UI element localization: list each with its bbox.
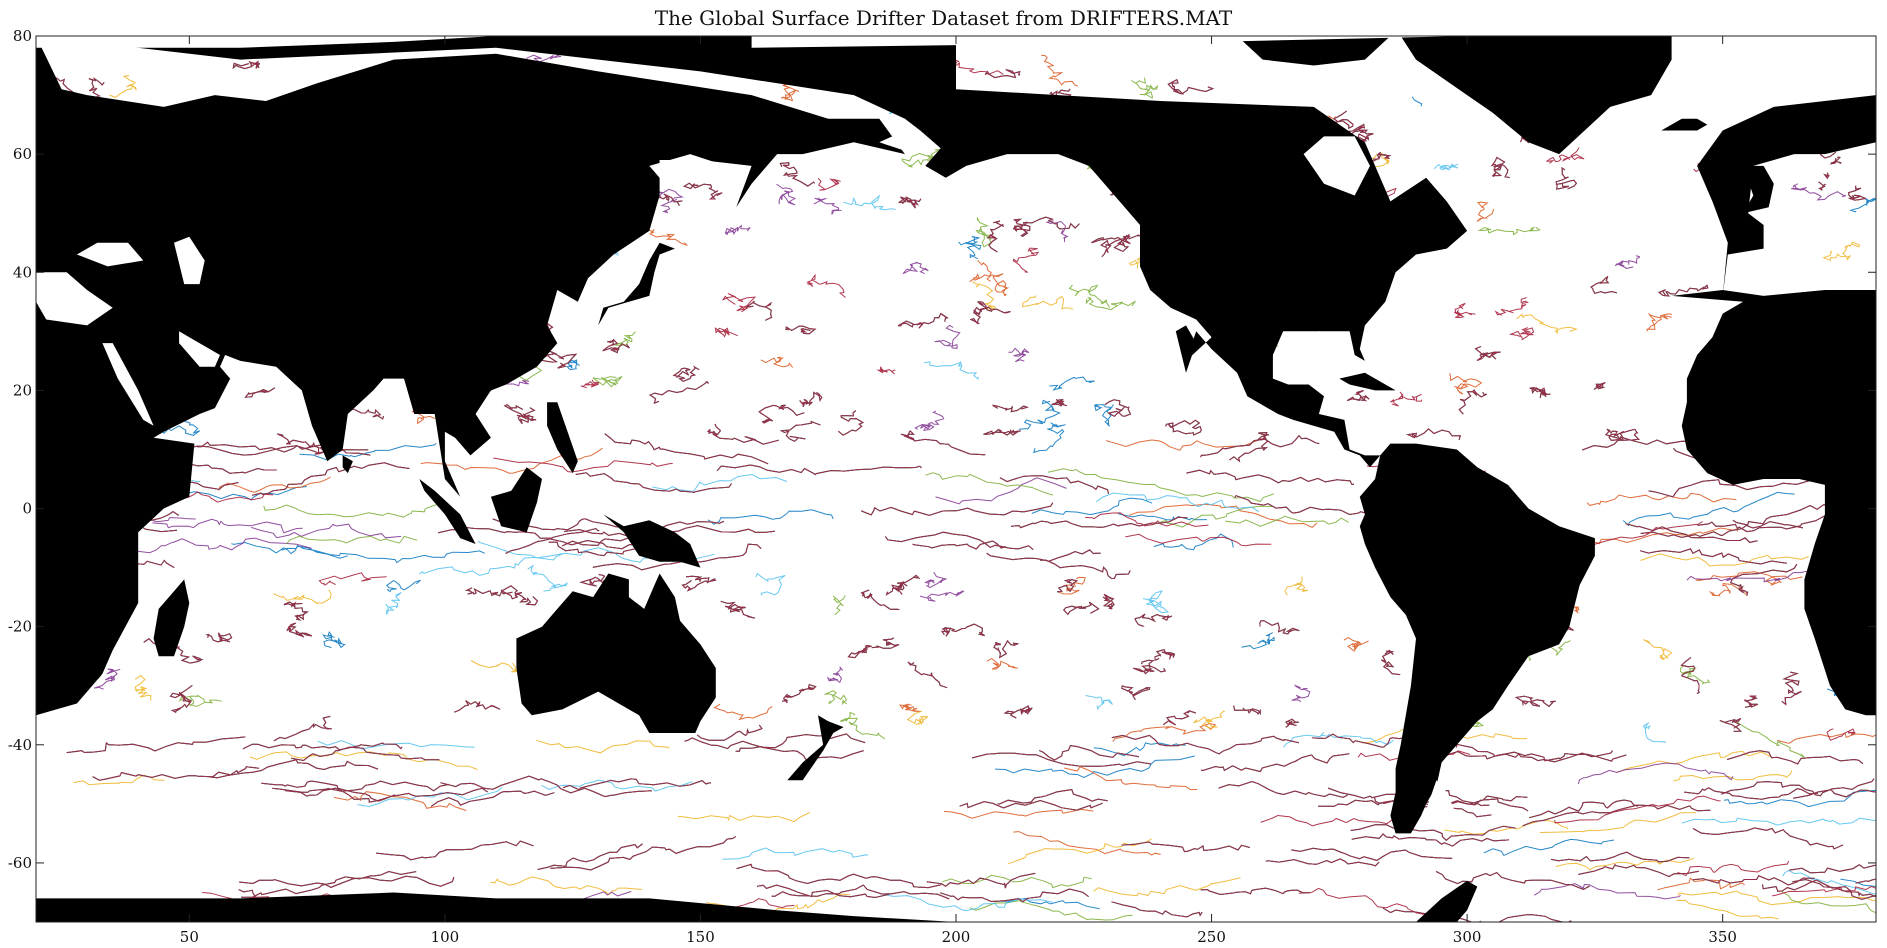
y-tick-label: 60: [13, 145, 32, 163]
x-tick-label: 100: [431, 928, 460, 946]
x-tick-label: 250: [1197, 928, 1226, 946]
y-tick-label: 20: [13, 381, 32, 399]
land-hudson-bay: [1303, 136, 1370, 196]
land-new-zealand: [787, 715, 844, 781]
land-caspian: [174, 236, 205, 285]
land-arctic-islands: [1237, 36, 1391, 66]
land-madagascar: [153, 579, 190, 657]
land-red-sea: [102, 343, 154, 426]
land-eurasia-africa-west: [36, 36, 905, 716]
land-black-sea: [76, 242, 144, 267]
chart-title: The Global Surface Drifter Dataset from …: [654, 6, 1233, 30]
land-arctic-ice-west: [36, 36, 496, 48]
land-iceland: [1661, 118, 1708, 131]
y-tick-label: -20: [8, 618, 32, 636]
land-europe: [1697, 95, 1876, 296]
land-masses: [36, 36, 1876, 922]
x-tick-label: 150: [686, 928, 715, 946]
y-tick-label: 40: [13, 263, 32, 281]
x-tick-label: 50: [180, 928, 199, 946]
land-arctic-ice: [751, 36, 1468, 48]
land-gulf-of-mexico: [1272, 331, 1350, 373]
land-mediterranean-east: [36, 272, 113, 326]
land-weddell-ice: [1365, 922, 1876, 934]
land-hudson-strait: [1380, 142, 1427, 160]
land-british-isles: [1743, 165, 1774, 214]
x-axis: 50 100 150 200 250 300 350: [180, 36, 1737, 946]
land-philippines: [547, 402, 578, 474]
land-antarctic-peninsula: [1416, 880, 1478, 922]
land-persian-gulf: [179, 331, 220, 367]
land-asia-north-fill: [36, 36, 956, 119]
y-tick-label: -60: [8, 854, 32, 872]
x-tick-label: 350: [1708, 928, 1737, 946]
land-borneo: [490, 467, 542, 533]
land-sumatra: [419, 479, 476, 544]
land-baltic: [1824, 142, 1876, 190]
land-australia: [516, 573, 716, 733]
land-baja-california: [1175, 325, 1197, 373]
y-tick-label: 0: [22, 500, 32, 518]
land-africa: [1671, 290, 1876, 716]
land-japan: [598, 242, 675, 326]
x-tick-label: 300: [1453, 928, 1482, 946]
land-patagonian-shelf: [1426, 780, 1457, 828]
x-tick-label: 200: [942, 928, 971, 946]
y-tick-label: -40: [8, 736, 32, 754]
land-bering-shelf: [879, 130, 931, 155]
land-labrador-coast: [1446, 154, 1488, 202]
y-axis: -60 -40 -20 0 20 40 60 80: [8, 27, 1876, 872]
y-tick-label: 80: [13, 27, 32, 45]
land-greenland: [1400, 36, 1672, 155]
land-new-guinea: [603, 514, 701, 568]
land-sri-lanka: [342, 455, 353, 474]
land-canadian-archipelago: [1272, 71, 1442, 107]
land-cuba: [1339, 372, 1396, 391]
land-south-america: [1359, 443, 1595, 834]
ice-regions: [36, 36, 1876, 934]
land-antarctica: [36, 892, 956, 922]
land-okhotsk: [649, 154, 726, 184]
